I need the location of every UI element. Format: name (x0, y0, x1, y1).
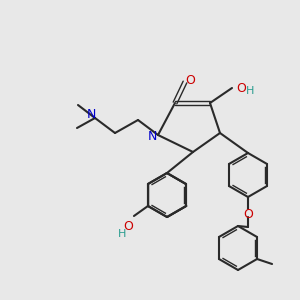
Text: O: O (236, 82, 246, 94)
Text: N: N (86, 109, 96, 122)
Text: O: O (185, 74, 195, 86)
Text: N: N (147, 130, 157, 143)
Text: O: O (243, 208, 253, 220)
Text: H: H (118, 229, 126, 239)
Text: H: H (246, 86, 254, 96)
Text: O: O (123, 220, 133, 232)
